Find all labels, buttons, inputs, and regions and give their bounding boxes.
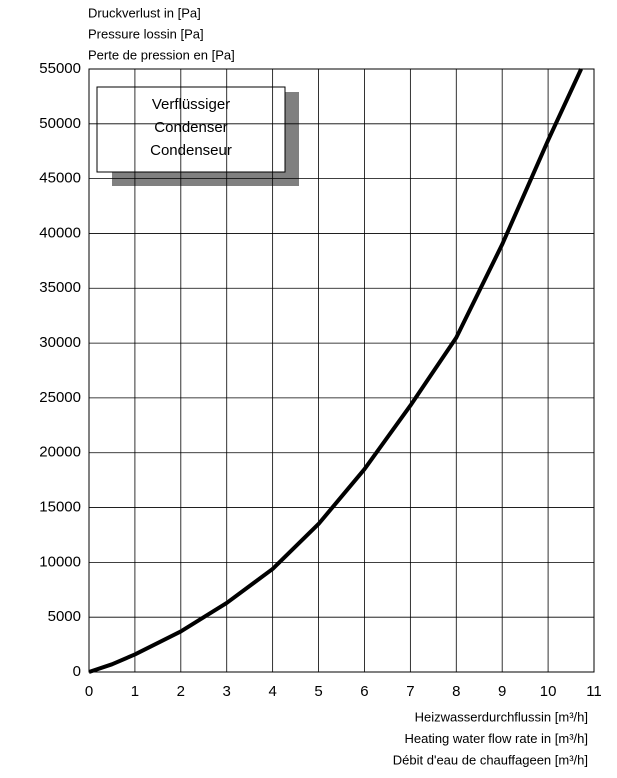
y-tick-label: 15000 (39, 499, 81, 516)
plot-frame (88, 68, 595, 673)
x-axis-title: Heating water flow rate in [m³/h] (404, 731, 588, 746)
y-tick-label: 55000 (39, 60, 81, 77)
x-tick-label: 5 (314, 683, 322, 700)
x-tick-label: 4 (268, 683, 276, 700)
y-tick-label: 20000 (39, 444, 81, 461)
y-tick-label: 45000 (39, 170, 81, 187)
x-tick-label: 8 (452, 683, 460, 700)
x-tick-label: 9 (498, 683, 506, 700)
x-axis-title: Débit d'eau de chauffageen [m³/h] (393, 752, 588, 767)
legend-text: Condenser (154, 119, 227, 136)
x-tick-label: 10 (540, 683, 557, 700)
x-tick-label: 3 (223, 683, 231, 700)
y-axis-title: Perte de pression en [Pa] (88, 47, 235, 62)
legend-box (96, 86, 286, 173)
y-tick-label: 50000 (39, 115, 81, 132)
x-tick-label: 11 (586, 683, 602, 700)
y-axis-title: Pressure lossin [Pa] (88, 26, 204, 41)
series-line (88, 68, 583, 674)
y-tick-label: 35000 (39, 279, 81, 296)
x-tick-label: 1 (131, 683, 139, 700)
y-tick-label: 5000 (48, 608, 81, 625)
legend-text: Condenseur (150, 142, 232, 159)
y-axis-title: Druckverlust in [Pa] (88, 5, 201, 20)
x-axis-title: Heizwasserdurchflussin [m³/h] (415, 709, 588, 724)
x-tick-label: 6 (360, 683, 368, 700)
y-tick-label: 40000 (39, 224, 81, 241)
y-tick-label: 25000 (39, 389, 81, 406)
x-tick-label: 0 (85, 683, 93, 700)
legend-text: Verflüssiger (152, 96, 230, 113)
x-tick-label: 2 (177, 683, 185, 700)
y-tick-label: 30000 (39, 334, 81, 351)
x-tick-label: 7 (406, 683, 414, 700)
y-tick-label: 10000 (39, 553, 81, 570)
y-tick-label: 0 (73, 663, 81, 680)
